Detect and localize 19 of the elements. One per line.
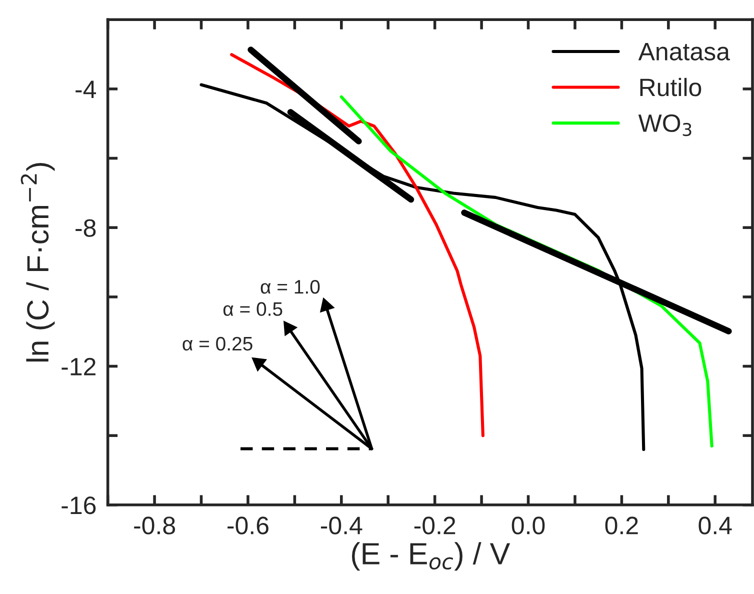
y-tick-label: -12	[62, 358, 96, 376]
y-tick-label: -8	[76, 219, 96, 237]
x-tick-label: -0.8	[134, 516, 175, 534]
annotation: α = 1.0	[260, 280, 320, 294]
x-tick-label: -0.2	[414, 516, 456, 534]
y-axis-title: ln (C / F·cm$^{−2}$)	[20, 163, 55, 362]
y-tick-label: -16	[62, 496, 96, 514]
x-tick-label: -0.6	[228, 516, 268, 534]
x-tick-label: -0.4	[320, 516, 362, 534]
legend-label: Anatasa	[638, 43, 730, 60]
annotation: α = 0.5	[223, 302, 282, 316]
x-axis-title: (E - E$_{oc}$) / V	[352, 542, 510, 571]
legend-label: WO$_{3}$	[638, 114, 692, 136]
y-tick-label: -4	[76, 80, 96, 98]
x-tick-label: 0.0	[512, 516, 545, 534]
annotation: α = 0.25	[182, 336, 252, 351]
x-tick-label: 0.2	[605, 516, 638, 534]
x-tick-label: 0.4	[698, 516, 732, 534]
legend-label: Rutilo	[640, 78, 702, 96]
